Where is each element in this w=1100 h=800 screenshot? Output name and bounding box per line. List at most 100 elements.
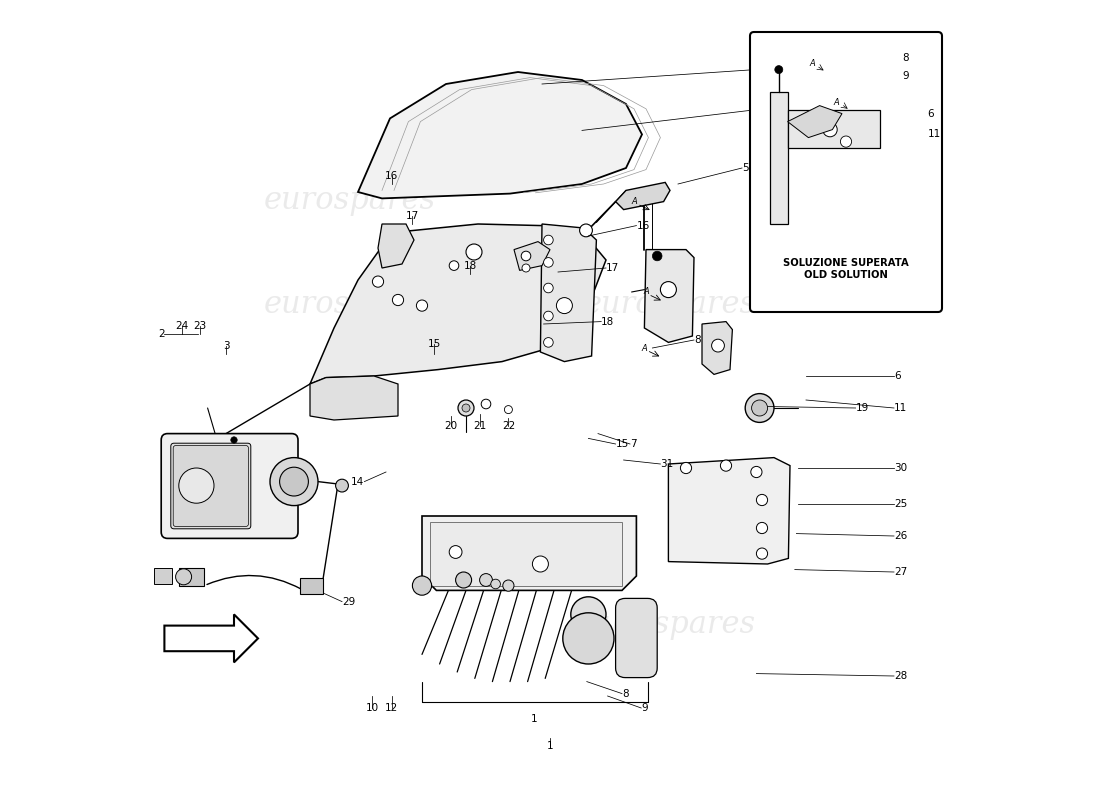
Circle shape [712,339,725,352]
Circle shape [521,251,531,261]
Text: 11: 11 [894,403,908,413]
Text: eurospares: eurospares [584,609,756,639]
Circle shape [270,458,318,506]
Circle shape [231,437,238,443]
Circle shape [543,338,553,347]
Text: 15: 15 [428,339,441,349]
Text: 17: 17 [406,211,419,221]
Text: A: A [810,59,815,69]
Circle shape [557,298,572,314]
Text: 27: 27 [894,567,908,577]
Text: 5: 5 [742,163,749,173]
Text: 11: 11 [927,130,940,139]
Circle shape [660,282,676,298]
Polygon shape [514,242,550,270]
Polygon shape [788,106,842,138]
Bar [430,522,622,586]
Text: 20: 20 [444,421,458,430]
Text: 8: 8 [621,689,628,698]
Text: 31: 31 [660,459,673,469]
Text: 16: 16 [637,221,650,230]
Circle shape [480,574,493,586]
Circle shape [503,580,514,591]
Circle shape [455,572,472,588]
Circle shape [757,494,768,506]
Polygon shape [378,224,414,268]
Circle shape [373,276,384,287]
Circle shape [580,224,593,237]
Text: 4: 4 [838,59,845,69]
FancyBboxPatch shape [170,443,251,529]
Polygon shape [164,614,258,662]
Text: 6: 6 [927,109,934,118]
Bar [770,92,788,224]
Circle shape [417,300,428,311]
Polygon shape [616,182,670,210]
Circle shape [720,460,732,471]
Bar [179,568,205,586]
Text: 9: 9 [641,703,648,713]
Circle shape [652,251,662,261]
Text: 10: 10 [366,703,379,713]
Polygon shape [540,224,596,362]
Circle shape [563,613,614,664]
Text: 1: 1 [530,714,537,723]
Circle shape [532,556,549,572]
Polygon shape [422,516,637,590]
Text: A: A [834,98,839,107]
FancyBboxPatch shape [173,446,249,526]
Circle shape [571,597,606,632]
Circle shape [279,467,308,496]
Text: 28: 28 [894,671,908,681]
Circle shape [745,394,774,422]
Text: 19: 19 [856,403,869,413]
Text: 18: 18 [463,261,476,270]
Circle shape [176,569,191,585]
Circle shape [757,548,768,559]
Circle shape [751,466,762,478]
Circle shape [449,546,462,558]
Circle shape [757,522,768,534]
Text: 17: 17 [606,263,619,273]
Circle shape [466,244,482,260]
Circle shape [840,136,851,147]
Bar [300,578,322,594]
Circle shape [543,258,553,267]
Text: 3: 3 [222,341,229,350]
Text: 22: 22 [502,421,515,430]
Text: 6: 6 [894,371,901,381]
Text: 16: 16 [385,171,398,181]
Text: 14: 14 [351,477,364,486]
Text: 12: 12 [385,703,398,713]
Circle shape [681,462,692,474]
Text: 18: 18 [602,317,615,326]
Text: 25: 25 [894,499,908,509]
Text: 8: 8 [902,53,909,62]
FancyBboxPatch shape [616,598,657,678]
Text: 2: 2 [157,330,164,339]
Text: 26: 26 [894,531,908,541]
Polygon shape [702,322,733,374]
Text: 13: 13 [750,106,763,115]
Circle shape [481,399,491,409]
Circle shape [491,579,501,589]
Circle shape [393,294,404,306]
Polygon shape [669,458,790,564]
Circle shape [336,479,349,492]
Text: 9: 9 [902,71,909,81]
Text: A: A [641,343,647,353]
Polygon shape [645,250,694,342]
Text: 23: 23 [192,321,206,330]
Circle shape [412,576,431,595]
FancyBboxPatch shape [750,32,942,312]
Text: 8: 8 [694,335,701,345]
Text: 24: 24 [175,321,188,330]
Text: A: A [631,197,638,206]
Text: eurospares: eurospares [264,185,436,215]
Circle shape [751,400,768,416]
Circle shape [543,283,553,293]
Circle shape [522,264,530,272]
Text: SOLUZIONE SUPERATA
OLD SOLUTION: SOLUZIONE SUPERATA OLD SOLUTION [783,258,909,280]
Circle shape [505,406,513,414]
Circle shape [458,400,474,416]
